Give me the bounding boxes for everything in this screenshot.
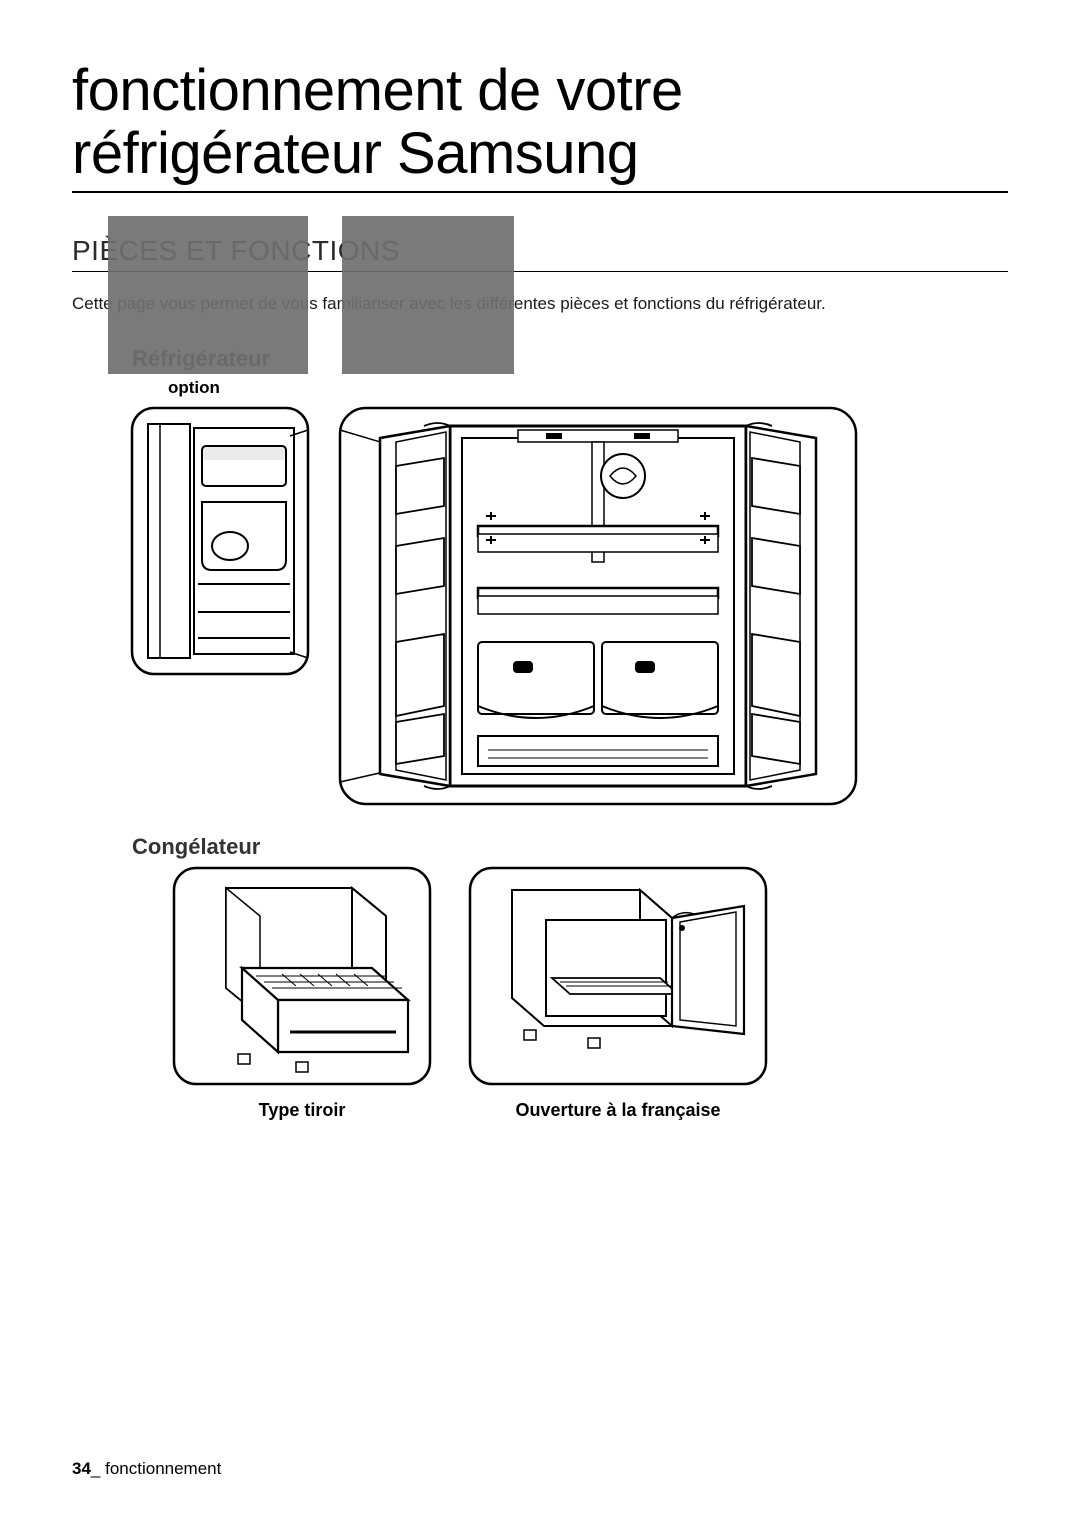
freezer-drawer-item: Type tiroir (172, 866, 432, 1121)
fridge-diagram-row (130, 406, 1008, 806)
title-line-2: réfrigérateur Samsung (72, 121, 639, 186)
freezer-drawer-diagram (172, 866, 432, 1086)
footer-page-number: 34 (72, 1459, 91, 1478)
freezer-heading: Congélateur (132, 834, 1008, 860)
freezer-french-item: Ouverture à la française (468, 866, 768, 1121)
footer-section: fonctionnement (105, 1459, 221, 1478)
fridge-main-diagram (338, 406, 858, 806)
scan-smudge (342, 216, 514, 374)
freezer-drawer-caption: Type tiroir (259, 1100, 346, 1121)
option-inset-diagram (130, 406, 310, 676)
scan-smudge (108, 216, 308, 374)
footer-separator: _ (91, 1459, 105, 1478)
freezer-diagram-row: Type tiroir Ouverture à la f (172, 866, 1008, 1121)
freezer-french-diagram (468, 866, 768, 1086)
page-footer: 34_ fonctionnement (72, 1459, 221, 1479)
freezer-french-caption: Ouverture à la française (515, 1100, 720, 1121)
page-title: fonctionnement de votre réfrigérateur Sa… (72, 60, 1008, 193)
option-label: option (168, 378, 1008, 398)
title-line-1: fonctionnement de votre (72, 58, 683, 123)
